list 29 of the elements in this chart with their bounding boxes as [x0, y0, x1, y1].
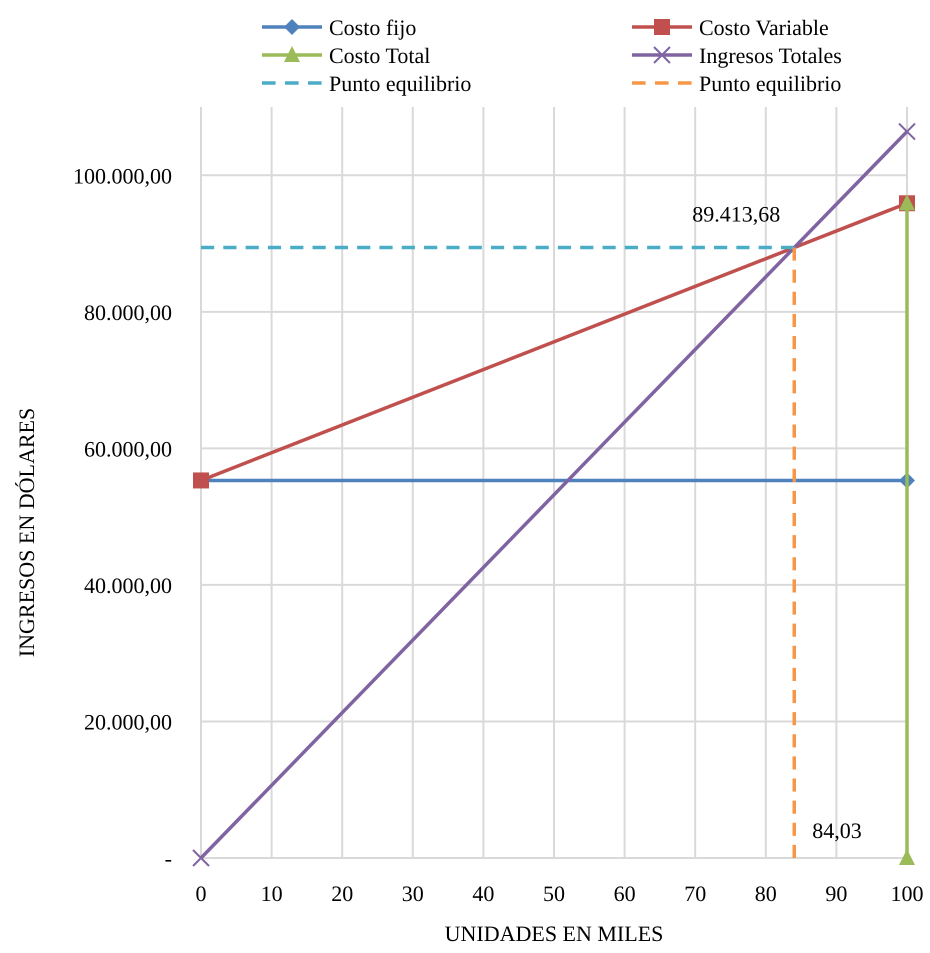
y-tick-label: 80.000,00	[84, 300, 172, 325]
x-tick-label: 20	[331, 881, 354, 906]
legend-label: Costo fijo	[329, 15, 416, 40]
annotation: 84,03	[812, 818, 862, 843]
x-tick-label: 30	[402, 881, 424, 906]
x-tick-label: 40	[472, 881, 494, 906]
y-axis-title: INGRESOS EN DÓLARES	[14, 408, 39, 658]
x-tick-label: 70	[684, 881, 706, 906]
y-tick-label: 60.000,00	[84, 436, 172, 462]
y-tick-label: 20.000,00	[84, 709, 172, 734]
legend-label: Punto equilibrio	[329, 71, 472, 96]
y-tick-label: 40.000,00	[84, 572, 172, 598]
x-tick-label: 90	[825, 881, 848, 906]
y-tick-label: -	[164, 846, 172, 871]
y-tick-label: 100.000,00	[73, 163, 172, 188]
x-tick-label: 50	[543, 881, 565, 906]
x-axis-title: UNIDADES EN MILES	[444, 921, 664, 946]
point	[898, 122, 916, 141]
annotation: 89.413,68	[692, 202, 780, 227]
x-tick-label: 60	[614, 881, 636, 906]
legend-label: Ingresos Totales	[699, 43, 842, 68]
point	[192, 849, 210, 867]
legend-label: Costo Total	[329, 43, 430, 68]
x-tick-label: 0	[196, 881, 206, 906]
x-tick-label: 100	[890, 881, 924, 906]
legend-label: Punto equilibrio	[699, 71, 842, 96]
legend-label: Costo Variable	[699, 15, 829, 40]
x-tick-label: 80	[754, 881, 777, 906]
x-tick-label: 10	[260, 881, 283, 906]
